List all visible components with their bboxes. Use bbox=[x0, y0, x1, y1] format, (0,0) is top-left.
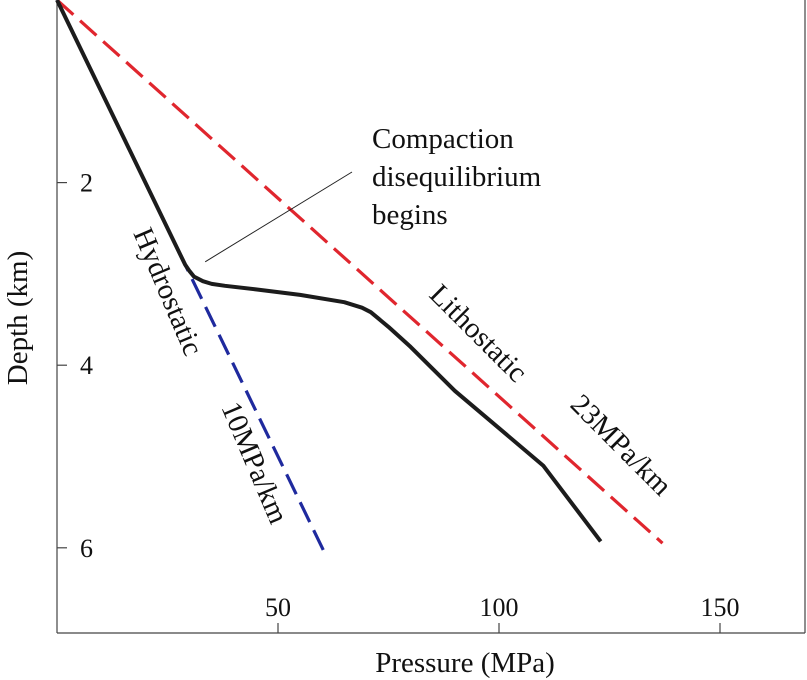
annotation-line-3: begins bbox=[372, 199, 448, 231]
pore-pressure-curve bbox=[55, 0, 603, 543]
y-axis-title-group: Depth (km) bbox=[2, 251, 34, 386]
annotation-leader-line bbox=[204, 171, 353, 263]
annotation-line-1: Compaction bbox=[372, 123, 514, 155]
x-tick-label: 150 bbox=[701, 593, 740, 622]
axis-ticks: 2 4 6 50 100 150 bbox=[57, 169, 740, 633]
lithostatic-label-name: Lithostatic bbox=[423, 278, 533, 388]
lithostatic-line bbox=[55, 0, 664, 545]
lithostatic-rate-label: 23MPa/km bbox=[564, 388, 678, 502]
y-axis-title: Depth (km) bbox=[2, 251, 34, 386]
plot-frame bbox=[56, 0, 806, 634]
lithostatic-label: Lithostatic bbox=[423, 278, 533, 388]
series-layer bbox=[55, 0, 664, 558]
y-tick-label: 4 bbox=[80, 351, 93, 380]
x-axis-title: Pressure (MPa) bbox=[375, 647, 555, 679]
y-tick-label: 6 bbox=[80, 534, 93, 563]
lithostatic-label-rate: 23MPa/km bbox=[564, 388, 678, 502]
annotation-line-2: disequilibrium bbox=[372, 161, 542, 193]
x-tick-label: 50 bbox=[265, 593, 291, 622]
y-tick-label: 2 bbox=[80, 169, 93, 198]
x-tick-label: 100 bbox=[480, 593, 519, 622]
